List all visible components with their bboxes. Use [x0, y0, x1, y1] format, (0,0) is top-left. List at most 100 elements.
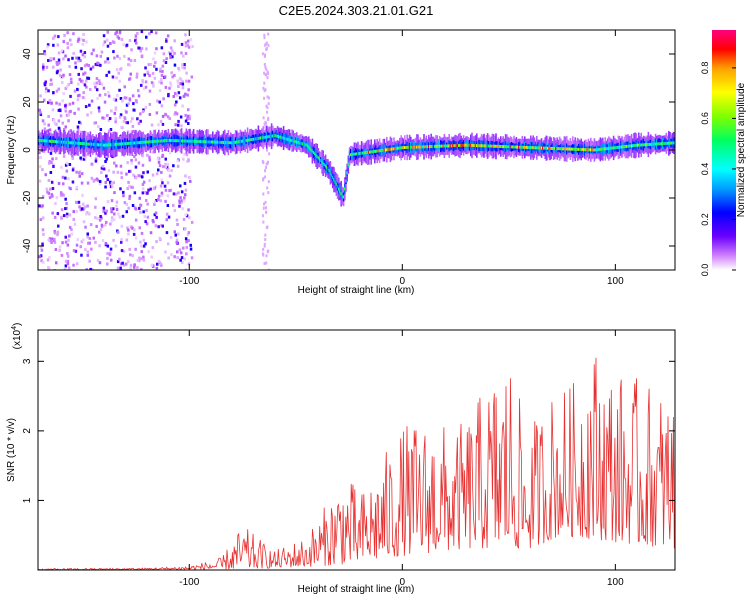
spectrogram-cell	[134, 247, 137, 251]
spectrogram-cell	[71, 180, 75, 184]
spectrogram-cell	[125, 142, 128, 146]
spectrogram-cell	[115, 30, 118, 34]
spectrogram-cell	[80, 253, 83, 257]
spectrogram-cell	[578, 147, 580, 151]
spectrogram-cell	[42, 150, 46, 153]
spectrogram-cell	[491, 144, 494, 148]
spectrogram-cell	[81, 42, 85, 46]
spectrogram-cell	[669, 141, 671, 145]
spectrogram-cell	[213, 140, 215, 144]
spectrogram-cell	[606, 147, 609, 151]
spectrogram-cell	[75, 186, 79, 189]
spectrogram-cell	[390, 147, 393, 151]
spectrogram-cell	[66, 259, 70, 263]
spectrogram-cell	[549, 146, 551, 150]
spectrogram-cell	[67, 177, 70, 181]
spectrogram-cell	[496, 144, 498, 148]
spectrogram-cell	[94, 216, 97, 220]
snr-xtick-label: -100	[179, 577, 199, 588]
spectrogram-cell	[510, 145, 513, 149]
spectrogram-cell	[89, 142, 92, 146]
spectrogram-cell	[127, 228, 130, 232]
spectrogram-cell	[261, 136, 263, 140]
spectrogram-cell	[46, 139, 48, 143]
spectrogram-cell	[60, 165, 63, 169]
spectrogram-cell	[154, 61, 157, 65]
spectrogram-cell	[106, 30, 109, 34]
spectrogram-cell	[107, 129, 111, 133]
spectrogram-cell	[144, 140, 147, 144]
spectrogram-cell	[69, 94, 72, 98]
spectrogram-cell	[107, 118, 111, 122]
spectrogram-cell	[127, 102, 130, 106]
spectrogram-cell	[654, 142, 657, 146]
spectrogram-cell	[84, 212, 88, 216]
spectrogram-cell	[127, 260, 130, 264]
spectrogram-cell	[71, 154, 74, 158]
spectrogram-cell	[167, 51, 171, 54]
spectrogram-cell	[494, 144, 496, 148]
spectrogram-cell	[263, 36, 266, 40]
spectrogram-cell	[382, 148, 384, 152]
spectrogram-cell	[118, 257, 121, 261]
spectrogram-cell	[556, 147, 558, 151]
spectrogram-cell	[99, 54, 102, 58]
spectrogram-cell	[244, 139, 246, 143]
spectrogram-cell	[136, 117, 139, 121]
spectrogram-cell	[65, 140, 68, 144]
spectrogram-cell	[263, 244, 266, 248]
spectrogram-cell	[234, 140, 237, 144]
spectrogram-cell	[346, 171, 348, 175]
spectrogram-cell	[417, 145, 419, 149]
spectrogram-cell	[41, 204, 44, 208]
spectrogram-cell	[246, 138, 249, 142]
spectrogram-cell	[64, 235, 67, 239]
spectrogram-cell	[616, 146, 618, 149]
spectrogram-cell	[111, 75, 115, 79]
spectrogram-cell	[189, 247, 193, 251]
spectrogram-cell	[101, 143, 104, 147]
spectrogram-cell	[142, 258, 146, 262]
spectrogram-cell	[395, 147, 398, 150]
spectrogram-cell	[102, 209, 105, 213]
spectrogram-cell	[144, 149, 148, 153]
spectrogram-cell	[55, 71, 59, 75]
spectrogram-cell	[72, 217, 75, 221]
spectrogram-cell	[133, 265, 136, 269]
spectrogram-cell	[67, 238, 70, 242]
spectrogram-cell	[102, 43, 105, 47]
spectrogram-cell	[112, 97, 116, 101]
spectrogram-cell	[184, 52, 188, 55]
spectrogram-cell	[78, 174, 81, 178]
spectrogram-cell	[181, 86, 185, 90]
spectrogram-cell	[169, 81, 172, 85]
spectrogram-cell	[178, 248, 182, 252]
spectrogram-cell	[146, 170, 149, 174]
spectrogram-cell	[72, 263, 75, 267]
spectrogram-cell	[279, 135, 281, 139]
spectrogram-cell	[502, 145, 504, 149]
spectrogram-cell	[183, 181, 187, 185]
spectrogram-cell	[369, 150, 371, 154]
spectrogram-cell	[79, 208, 83, 212]
spectrogram-cell	[532, 146, 534, 150]
spectrogram-cell	[180, 201, 183, 205]
spectrogram-cell	[64, 109, 67, 113]
spectrogram-cell	[112, 218, 116, 222]
spectrogram-cell	[60, 49, 64, 53]
spectrogram-cell	[470, 143, 472, 147]
spectrogram-cell	[81, 193, 84, 197]
spectrogram-cell	[114, 244, 118, 248]
spectrogram-cell	[53, 237, 56, 241]
spectrogram-cell	[138, 259, 141, 263]
spectrogram-cell	[76, 238, 80, 242]
spectrogram-cell	[224, 141, 226, 144]
spectrogram-cell	[111, 184, 114, 188]
spectrogram-cell	[102, 34, 106, 38]
spectrogram-cell	[640, 143, 642, 147]
spectrogram-cell	[184, 213, 188, 217]
spectrogram-cell	[182, 217, 186, 221]
colorbar-tick-label: 0.2	[700, 213, 710, 226]
spectrogram-cell	[599, 147, 602, 151]
spectrogram-cell	[47, 123, 50, 127]
